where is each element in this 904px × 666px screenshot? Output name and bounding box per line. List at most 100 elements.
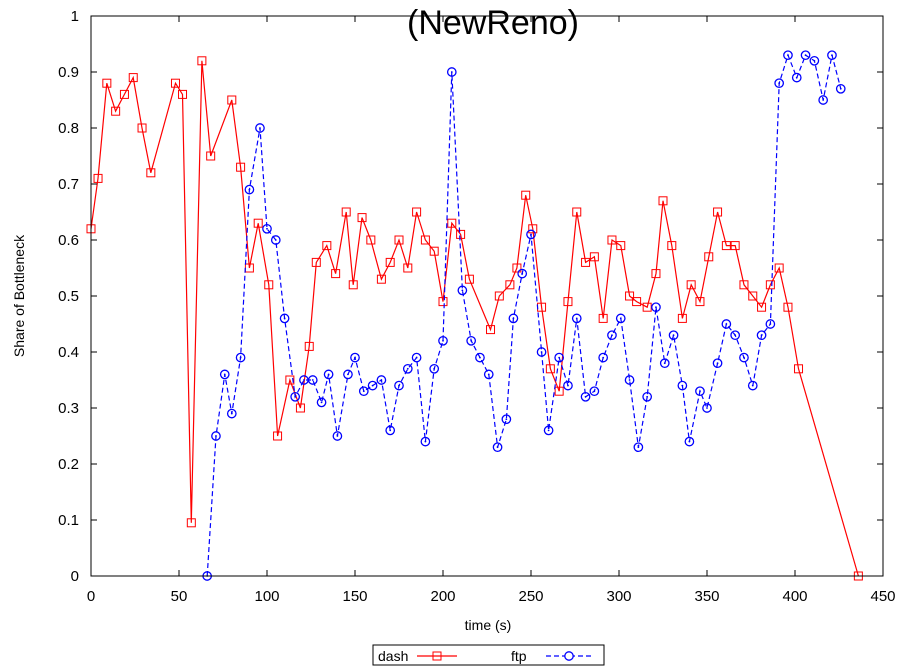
x-tick-label: 300 [606, 588, 631, 605]
ftp-data-point [376, 375, 387, 385]
dash-data-point [146, 168, 156, 178]
dash-data-point [322, 241, 332, 251]
ftp-data-point [721, 319, 732, 329]
ftp-data-point [651, 302, 661, 313]
dash-data-point [713, 207, 723, 217]
ftp-data-point [554, 352, 565, 363]
y-tick-label: 0.9 [58, 64, 79, 81]
dash-data-point [273, 431, 283, 441]
dash-data-point [494, 291, 504, 301]
tick-layer: 0 50 100 150 200 250 300 350 400 450 0 0.1 0.2 0.3 0.4… [58, 8, 895, 605]
dash-data-point [512, 263, 522, 273]
ftp-data-point [438, 335, 448, 346]
y-axis-title: Share of Bottleneck [11, 234, 27, 357]
y-tick-label: 0.2 [58, 456, 79, 473]
y-tick-label: 0.5 [58, 288, 79, 305]
ftp-data-point [695, 386, 705, 397]
ftp-data-point [702, 403, 712, 413]
dash-data-point [581, 257, 591, 267]
x-tick-label: 200 [430, 588, 455, 605]
x-tick-label: 100 [254, 588, 279, 605]
ftp-data-point [598, 352, 609, 363]
dash-data-point [686, 280, 696, 290]
dash-data-point [227, 95, 237, 105]
ftp-data-point [684, 436, 695, 447]
ftp-data-point [323, 369, 334, 380]
ftp-data-point [219, 369, 230, 380]
chart-title: (NewReno) [407, 4, 579, 42]
ftp-data-point [429, 363, 440, 374]
dash-data-point [464, 274, 474, 284]
dash-data-point [695, 297, 705, 307]
x-tick-label: 150 [342, 588, 367, 605]
dash-data-point [111, 106, 121, 116]
ftp-data-point [800, 50, 811, 61]
dash-data-point [447, 218, 457, 228]
dash-data-point [93, 173, 103, 183]
ftp-data-point [818, 95, 829, 105]
ftp-data-point [350, 352, 360, 363]
dash-data-point [545, 364, 555, 374]
dash-data-point [528, 224, 538, 234]
dash-data-point [178, 89, 188, 99]
legend-marker-dash [432, 651, 442, 661]
ftp-data-point [739, 352, 749, 363]
ftp-data-point [411, 352, 422, 363]
dash-data-point [616, 241, 626, 251]
ftp-data-point [235, 352, 246, 363]
dash-data-point [119, 89, 129, 99]
dash-data-point [589, 252, 599, 262]
ftp-data-point [343, 369, 353, 380]
ftp-data-point [580, 391, 591, 402]
dash-data-point [632, 297, 642, 307]
dash-data-point [730, 241, 740, 251]
ftp-data-point [835, 83, 846, 94]
dash-data-point [128, 73, 138, 83]
ftp-data-point [270, 235, 281, 245]
dash-data-point [667, 241, 677, 251]
ftp-data-point [279, 313, 290, 324]
y-tick-label: 0.7 [58, 176, 79, 193]
ftp-data-point [332, 431, 343, 441]
series-layer [86, 50, 863, 581]
dash-data-point [206, 151, 216, 161]
dash-data-point [704, 252, 714, 262]
dash-data-point [236, 162, 246, 172]
ftp-data-point [226, 408, 237, 419]
dash-data-point [197, 56, 207, 66]
ftp-data-point [809, 55, 820, 66]
dash-data-point [285, 375, 295, 385]
dash-data-point [376, 274, 386, 284]
dash-data-point [438, 297, 448, 307]
ftp-data-point [730, 330, 741, 341]
ftp-data-point [420, 436, 431, 447]
ftp-data-point [262, 223, 272, 234]
dash-data-point [598, 313, 608, 323]
dash-data-point [253, 218, 263, 228]
ftp-data-point [756, 330, 767, 341]
ftp-data-point [358, 386, 369, 397]
legend-box [372, 644, 605, 666]
ftp-data-point [492, 442, 503, 453]
ftp-data-point [677, 380, 688, 391]
ftp-data-point [791, 72, 802, 83]
ftp-data-point [668, 330, 679, 341]
x-tick-label: 450 [870, 588, 895, 605]
dash-series-line [90, 60, 859, 577]
ftp-data-point [607, 330, 617, 341]
ftp-data-point [526, 229, 536, 240]
x-tick-label: 250 [518, 588, 543, 605]
ftp-data-point [307, 375, 318, 385]
ftp-data-point [402, 363, 413, 374]
dash-data-point [554, 386, 564, 396]
dash-data-point [412, 207, 422, 217]
ftp-data-point [517, 268, 528, 279]
dash-data-point [486, 325, 496, 335]
ftp-data-point [633, 442, 644, 453]
dash-data-point [521, 190, 531, 200]
x-tick-label: 0 [87, 588, 95, 605]
dash-data-point [137, 123, 147, 133]
dash-data-point [757, 302, 767, 312]
